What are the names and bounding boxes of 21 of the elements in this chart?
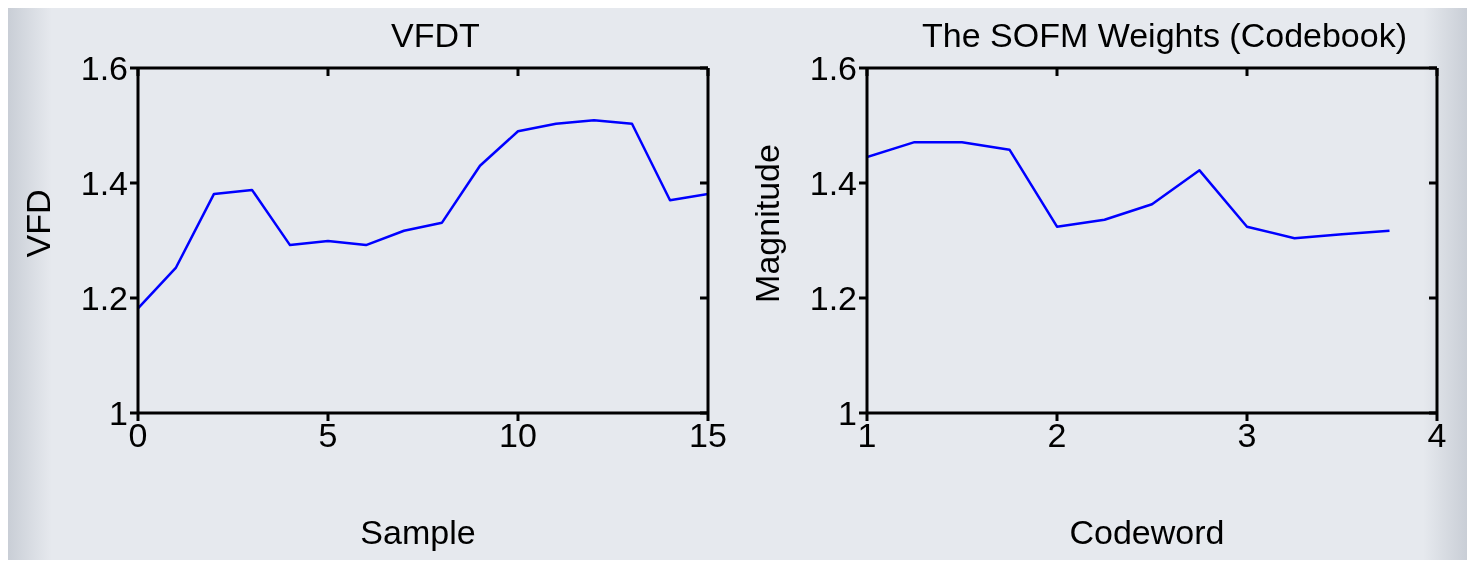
x-tick-label: 4 [1427,416,1447,455]
y-tick-label: 1.2 [809,279,857,318]
y-tick-label: 1.2 [80,279,128,318]
y-axis-title: VFD [18,189,58,257]
line-series [138,119,708,310]
y-tick-label: 1.6 [80,49,128,88]
y-tick-label: 1.4 [809,164,857,203]
x-tick-label: 15 [689,416,727,455]
chart-title: The SOFM Weights (Codebook) [922,16,1407,54]
line-series [867,140,1391,240]
x-tick-label: 10 [499,416,537,455]
chart-title: VFDT [391,16,480,54]
x-axis-title: Sample [359,513,477,552]
x-tick-label: 3 [1237,416,1257,455]
x-tick-label: 0 [128,416,148,455]
x-axis-title: Codeword [1068,513,1226,552]
x-tick-label: 5 [318,416,338,455]
y-tick-label: 1.6 [809,49,857,88]
x-tick-label: 2 [1047,416,1067,455]
y-axis-title: Magnitude [747,143,787,303]
y-tick-label: 1.4 [80,164,128,203]
